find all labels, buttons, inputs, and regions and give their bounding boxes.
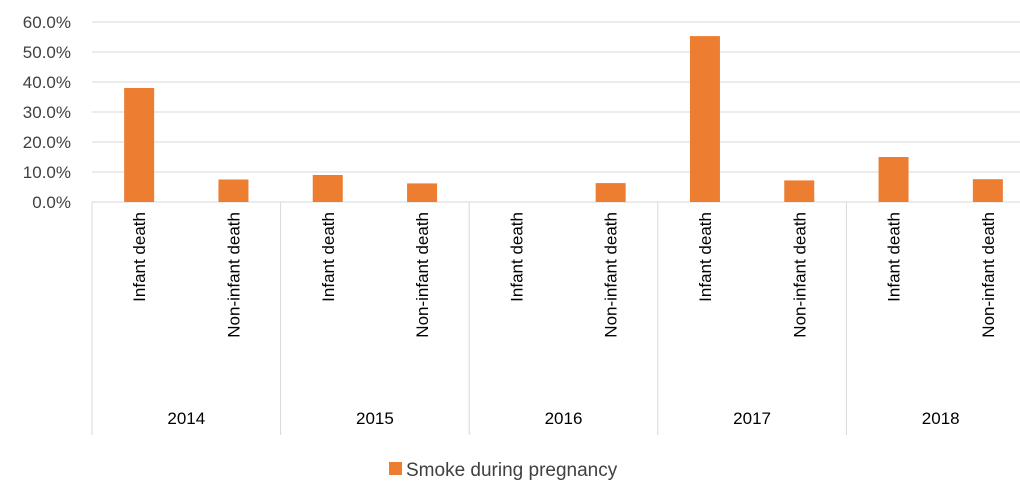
- gridlines: [92, 21, 1020, 173]
- legend-swatch: [389, 462, 402, 475]
- bar: [218, 179, 249, 202]
- bar: [312, 175, 343, 202]
- category-label: Non-infant death: [413, 212, 432, 338]
- y-tick-label: 50.0%: [23, 43, 71, 62]
- category-label: Infant death: [507, 212, 526, 302]
- category-label: Infant death: [696, 212, 715, 302]
- group-label: 2015: [356, 409, 394, 428]
- group-label: 2014: [167, 409, 205, 428]
- category-label: Infant death: [319, 212, 338, 302]
- legend: Smoke during pregnancy: [389, 460, 618, 481]
- bar: [878, 157, 909, 202]
- group-label: 2017: [733, 409, 771, 428]
- y-tick-label: 40.0%: [23, 73, 71, 92]
- bar: [972, 179, 1003, 202]
- category-label: Infant death: [885, 212, 904, 302]
- bar: [595, 183, 626, 202]
- bar: [689, 36, 720, 202]
- bar: [124, 88, 155, 202]
- y-tick-label: 20.0%: [23, 133, 71, 152]
- y-tick-label: 0.0%: [32, 193, 71, 212]
- axes: 0.0% 10.0% 20.0% 30.0% 40.0% 50.0% 60.0%: [23, 13, 1020, 435]
- legend-label: Smoke during pregnancy: [406, 460, 618, 481]
- category-label: Non-infant death: [790, 212, 809, 338]
- y-tick-label: 10.0%: [23, 163, 71, 182]
- bars: [124, 36, 1003, 202]
- bar: [784, 180, 815, 202]
- category-labels: Infant death Non-infant death Infant death…: [130, 212, 998, 428]
- bar: [407, 183, 438, 202]
- category-label: Non-infant death: [602, 212, 621, 338]
- category-label: Infant death: [130, 212, 149, 302]
- y-tick-label: 60.0%: [23, 13, 71, 32]
- category-label: Non-infant death: [224, 212, 243, 338]
- group-label: 2018: [922, 409, 960, 428]
- group-label: 2016: [545, 409, 583, 428]
- category-label: Non-infant death: [979, 212, 998, 338]
- y-tick-label: 30.0%: [23, 103, 71, 122]
